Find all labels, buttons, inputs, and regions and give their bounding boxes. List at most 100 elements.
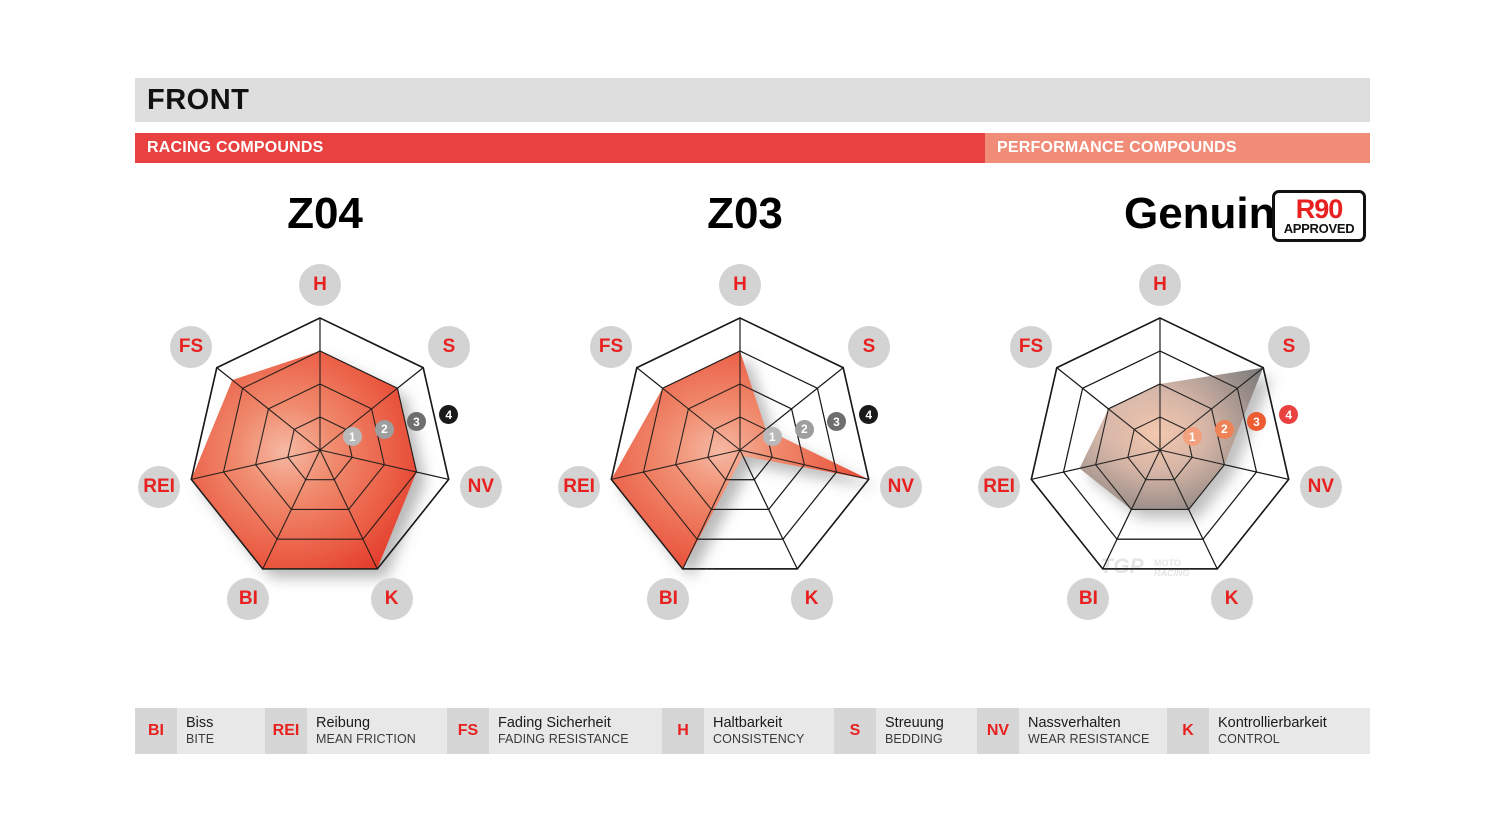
band-performance-label: PERFORMANCE COMPOUNDS [997, 139, 1237, 156]
axis-label-rei: REI [558, 465, 601, 508]
legend-code-h: H [662, 708, 704, 754]
axis-label-fs: FS [169, 326, 212, 369]
legend-code-s: S [834, 708, 876, 754]
radar-gridlines-overlay [190, 317, 450, 570]
radar-chart-genuine: TGP MOTO RACING H S NV K BI REI FS 1 2 3 4 [970, 264, 1350, 655]
scale-marker-4: 4 [859, 405, 879, 425]
legend-code-fs: FS [447, 708, 489, 754]
legend-term-de: Haltbarkeit [713, 715, 783, 732]
radar-series-area [611, 351, 869, 569]
scale-marker-2: 2 [374, 419, 394, 439]
legend-text-rei: Reibung MEAN FRICTION [307, 708, 428, 754]
legend-text-fs: Fading Sicherheit FADING RESISTANCE [489, 708, 641, 754]
legend-item-rei: REI Reibung MEAN FRICTION [265, 708, 447, 754]
axis-label-bi: BI [227, 577, 270, 620]
legend-term-en: CONTROL [1218, 732, 1280, 747]
axis-label-fs: FS [589, 326, 632, 369]
r90-badge-bottom: APPROVED [1283, 220, 1355, 236]
svg-text:MOTO: MOTO [1154, 558, 1181, 568]
axis-label-nv: NV [879, 465, 922, 508]
radar-series-area [191, 351, 417, 569]
compound-title-z03: Z03 [707, 189, 783, 238]
legend-text-nv: Nassverhalten WEAR RESISTANCE [1019, 708, 1161, 754]
scale-marker-2: 2 [1214, 419, 1234, 439]
axis-label-k: K [1210, 577, 1253, 620]
legend-item-h: H Haltbarkeit CONSISTENCY [662, 708, 834, 754]
legend-term-en: CONSISTENCY [713, 732, 805, 747]
r90-approved-badge: R90 APPROVED [1272, 190, 1366, 242]
radar-series-area [1079, 367, 1264, 510]
legend-term-de: Streuung [885, 715, 944, 732]
legend-item-fs: FS Fading Sicherheit FADING RESISTANCE [447, 708, 662, 754]
scale-marker-3: 3 [1247, 412, 1267, 432]
radar-gridlines-overlay [1030, 317, 1290, 570]
legend-item-nv: NV Nassverhalten WEAR RESISTANCE [977, 708, 1167, 754]
radar-gridlines-overlay [610, 317, 870, 570]
compound-title-genuine: Genuine [1123, 189, 1300, 238]
scale-marker-2: 2 [794, 419, 814, 439]
legend-text-h: Haltbarkeit CONSISTENCY [704, 708, 816, 754]
axis-label-k: K [370, 577, 413, 620]
legend-term-de: Fading Sicherheit [498, 715, 611, 732]
svg-text:TGP: TGP [680, 555, 724, 578]
scale-marker-1: 1 [1182, 427, 1202, 447]
axis-label-bi: BI [1067, 577, 1110, 620]
radar-chart-z03: TGP MOTO RACING H S NV K BI REI FS 1 2 3 4 [550, 264, 930, 655]
axis-label-bi: BI [647, 577, 690, 620]
legend-item-bi: BI Biss BITE [135, 708, 265, 754]
axis-label-s: S [1268, 326, 1310, 369]
svg-text:RACING: RACING [734, 568, 770, 578]
scale-marker-1: 1 [762, 427, 782, 447]
page-title: FRONT [147, 83, 250, 116]
axis-label-s: S [848, 326, 890, 369]
legend-term-en: BEDDING [885, 732, 943, 747]
axis-label-h: H [299, 264, 341, 306]
legend-term-en: FADING RESISTANCE [498, 732, 629, 747]
legend-term-de: Reibung [316, 715, 371, 732]
axis-label-rei: REI [138, 465, 181, 508]
category-bands: RACING COMPOUNDS PERFORMANCE COMPOUNDS [135, 133, 1370, 163]
axis-label-s: S [428, 326, 470, 369]
legend-text-s: Streuung BEDDING [876, 708, 956, 754]
axis-label-nv: NV [459, 465, 502, 508]
svg-text:MOTO: MOTO [734, 558, 761, 568]
legend-term-de: Nassverhalten [1028, 715, 1121, 732]
band-performance-compounds: PERFORMANCE COMPOUNDS [985, 133, 1370, 163]
scale-marker-4: 4 [439, 405, 459, 425]
axis-label-fs: FS [1009, 326, 1052, 369]
scale-marker-3: 3 [407, 412, 427, 432]
scale-marker-4: 4 [1279, 405, 1299, 425]
axis-label-rei: REI [978, 465, 1021, 508]
legend-code-bi: BI [135, 708, 177, 754]
legend-term-en: BITE [186, 732, 215, 747]
compound-title-z04: Z04 [287, 189, 363, 238]
legend-code-k: K [1167, 708, 1209, 754]
svg-text:TGP: TGP [1100, 555, 1144, 578]
abbreviation-legend: BI Biss BITE REI Reibung MEAN FRICTION FS Fadin… [135, 708, 1370, 754]
band-racing-compounds: RACING COMPOUNDS [135, 133, 985, 163]
r90-badge-top: R90 [1295, 194, 1344, 225]
legend-term-de: Biss [186, 715, 214, 732]
scale-marker-3: 3 [827, 412, 847, 432]
legend-code-rei: REI [265, 708, 307, 754]
axis-label-h: H [1139, 264, 1181, 306]
svg-text:RACING: RACING [314, 568, 350, 578]
page-title-bar: FRONT [135, 78, 1370, 122]
legend-item-s: S Streuung BEDDING [834, 708, 977, 754]
axis-label-k: K [790, 577, 833, 620]
legend-item-k: K Kontrollierbarkeit CONTROL [1167, 708, 1370, 754]
svg-text:RACING: RACING [1154, 568, 1190, 578]
legend-text-bi: Biss BITE [177, 708, 226, 754]
legend-term-en: WEAR RESISTANCE [1028, 732, 1150, 747]
axis-label-nv: NV [1299, 465, 1342, 508]
scale-marker-1: 1 [342, 427, 362, 447]
axis-label-h: H [719, 264, 761, 306]
legend-term-en: MEAN FRICTION [316, 732, 416, 747]
